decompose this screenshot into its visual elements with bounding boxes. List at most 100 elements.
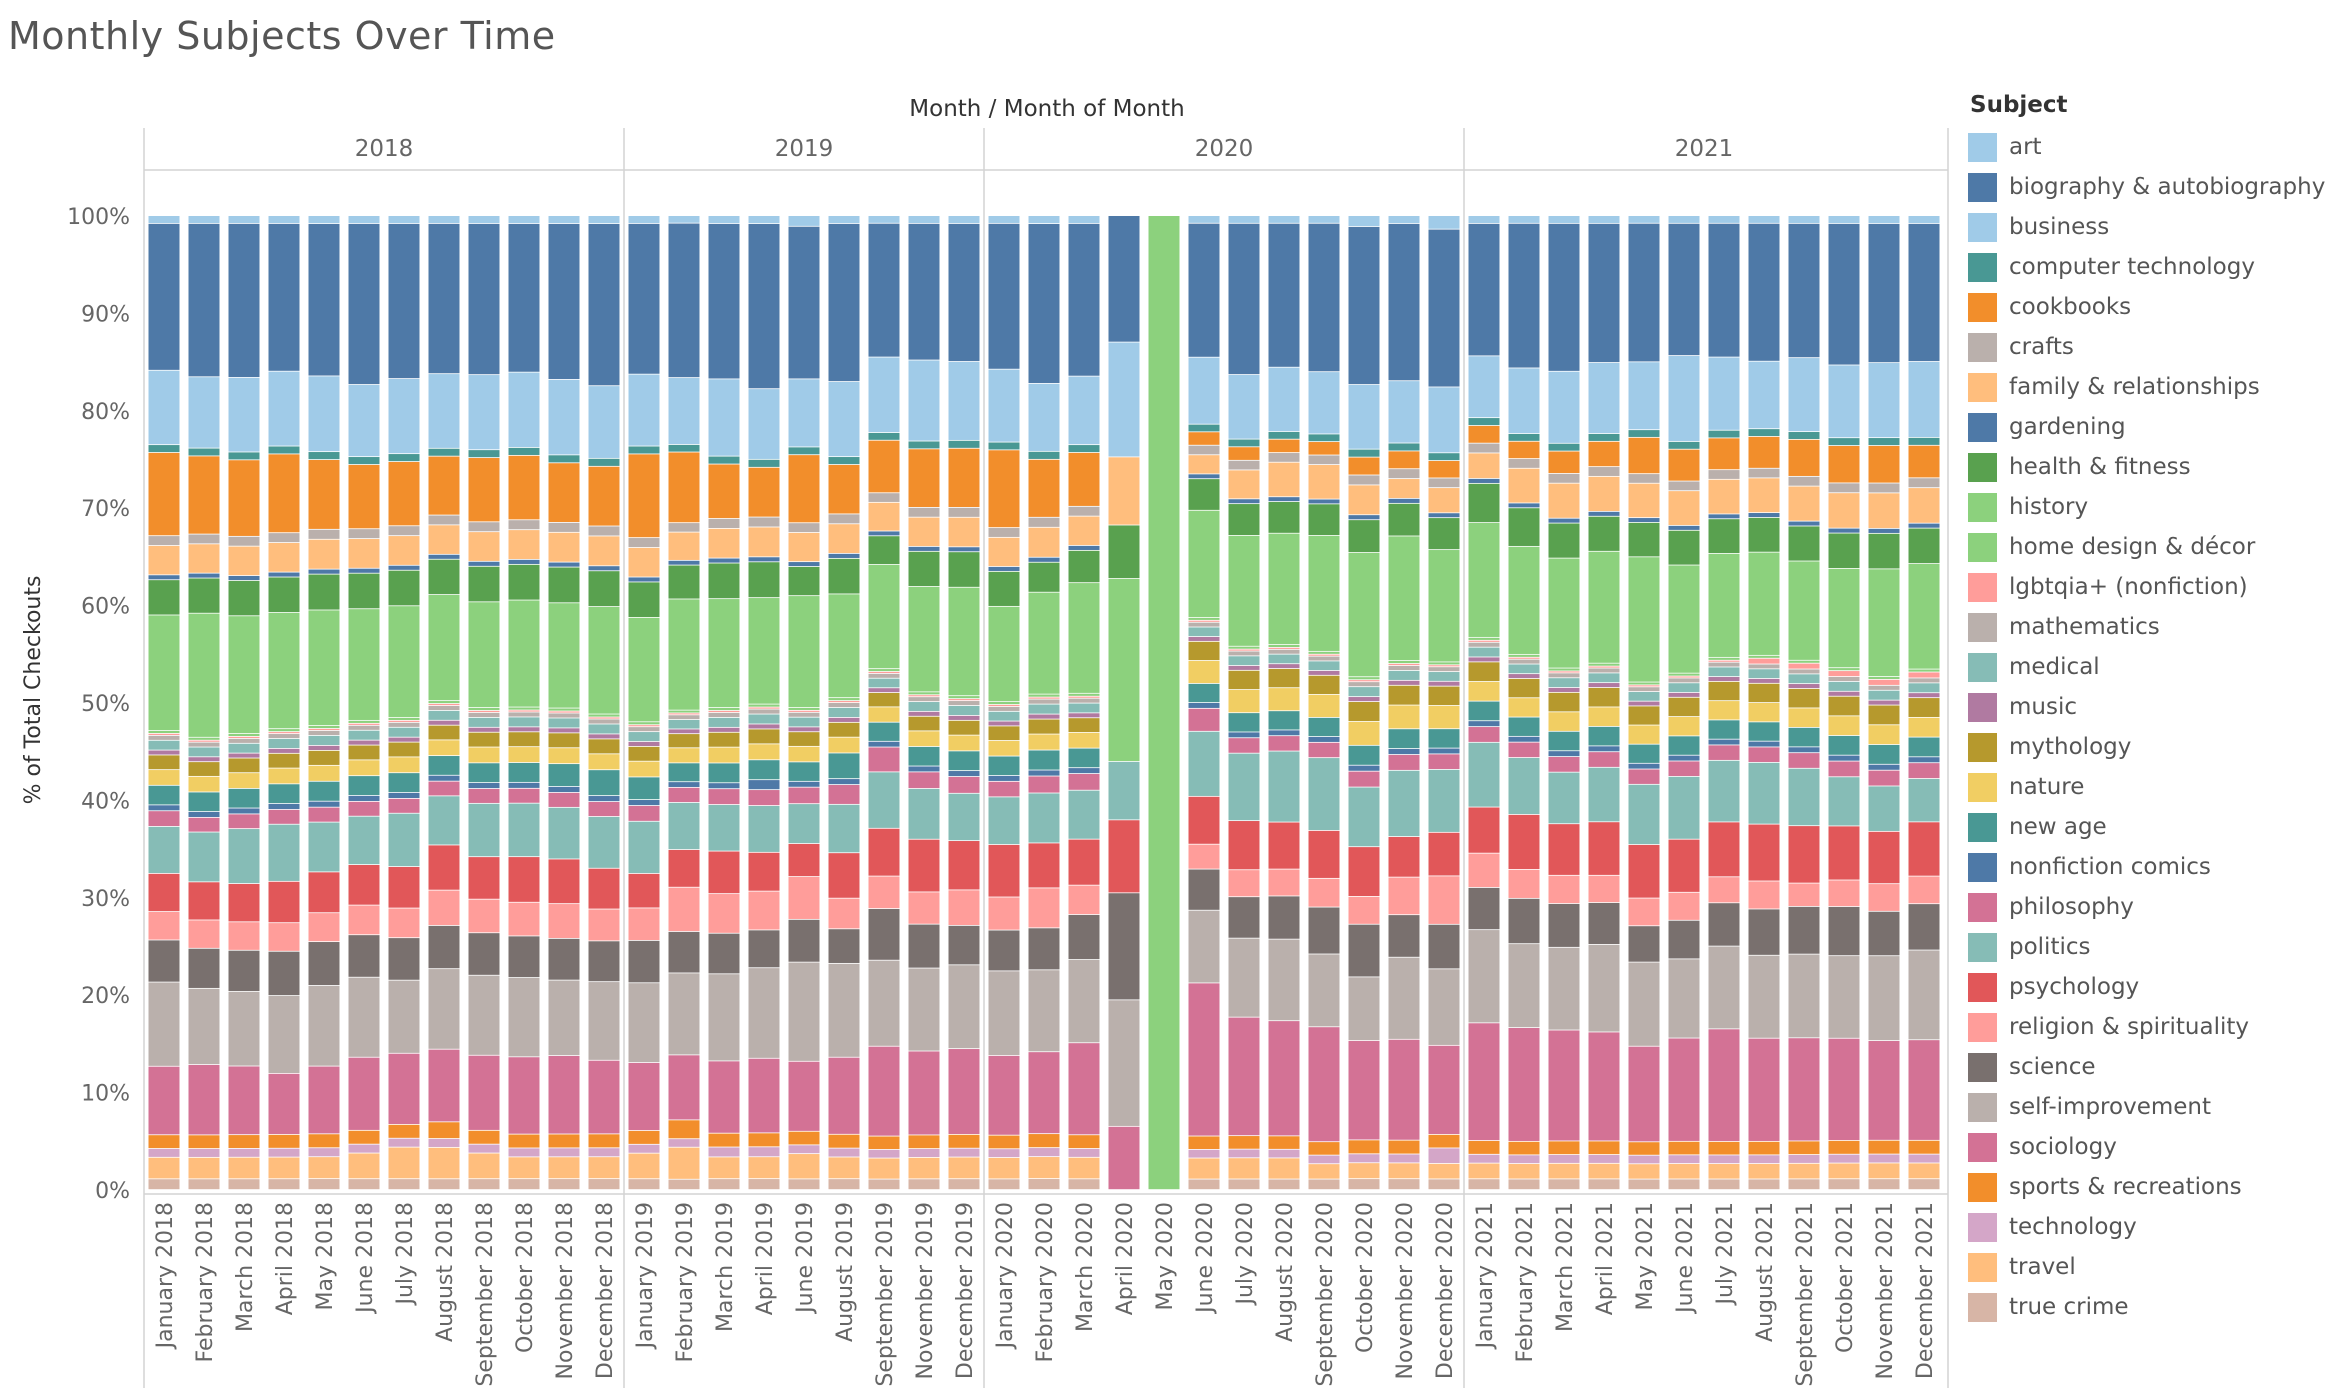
legend-item[interactable]: psychology	[1968, 967, 2322, 1007]
bar-segment	[308, 872, 340, 913]
bar-segment	[1628, 687, 1660, 692]
legend-item[interactable]: art	[1968, 127, 2322, 167]
legend-item[interactable]: home design & décor	[1968, 527, 2322, 567]
bar-segment	[428, 559, 460, 595]
chart-title: Monthly Subjects Over Time	[8, 14, 556, 58]
bar-segment	[468, 707, 500, 711]
bar-segment	[1788, 688, 1820, 708]
bar-segment	[708, 1133, 740, 1147]
x-tick-label: November 2018	[553, 1202, 578, 1379]
bar-segment	[828, 707, 860, 718]
legend-item[interactable]: cookbooks	[1968, 287, 2322, 327]
bar-segment	[988, 537, 1020, 567]
bar-segment	[1748, 1179, 1780, 1190]
bar-segment	[1628, 1046, 1660, 1142]
legend-item[interactable]: philosophy	[1968, 887, 2322, 927]
bar-segment	[1868, 956, 1900, 1041]
legend-item[interactable]: travel	[1968, 1247, 2322, 1287]
bar-segment	[428, 448, 460, 456]
legend-swatch	[1968, 692, 1997, 722]
legend-item[interactable]: health & fitness	[1968, 447, 2322, 487]
legend-item[interactable]: sports & recreations	[1968, 1167, 2322, 1207]
legend-label: biography & autobiography	[2009, 174, 2326, 200]
legend-item[interactable]: new age	[1968, 807, 2322, 847]
bar-segment	[1788, 708, 1820, 728]
bar-segment	[1788, 826, 1820, 883]
bar-segment	[1388, 836, 1420, 877]
bar-segment	[1828, 223, 1860, 365]
bar-segment	[468, 712, 500, 718]
bar-segment	[1228, 1149, 1260, 1158]
bar-segment	[1428, 460, 1460, 478]
bar-segment	[1268, 730, 1300, 736]
bar-segment	[508, 372, 540, 448]
bar-segment	[548, 455, 580, 463]
legend-item[interactable]: gardening	[1968, 407, 2322, 447]
legend-item[interactable]: music	[1968, 687, 2322, 727]
bar-segment	[1188, 357, 1220, 424]
x-tick-label: February 2019	[673, 1202, 698, 1362]
legend-item[interactable]: lgbtqia+ (nonfiction)	[1968, 567, 2322, 607]
bar-segment	[748, 930, 780, 968]
legend-item[interactable]: self-improvement	[1968, 1087, 2322, 1127]
legend-item[interactable]: technology	[1968, 1207, 2322, 1247]
legend-item[interactable]: religion & spirituality	[1968, 1007, 2322, 1047]
bar-segment	[1388, 443, 1420, 451]
bar-segment	[1668, 736, 1700, 755]
x-tick-label: September 2020	[1313, 1202, 1338, 1387]
legend-item[interactable]: mathematics	[1968, 607, 2322, 647]
legend-item[interactable]: medical	[1968, 647, 2322, 687]
bar-segment	[1028, 776, 1060, 793]
bar-segment	[1908, 757, 1940, 763]
bar-segment	[508, 727, 540, 732]
legend-swatch	[1968, 1012, 1997, 1042]
bar-segment	[1748, 741, 1780, 747]
bar-segment	[348, 865, 380, 905]
bar-segment	[868, 671, 900, 674]
bar-segment	[828, 1157, 860, 1179]
bar-segment	[1068, 773, 1100, 790]
legend-item[interactable]: nature	[1968, 767, 2322, 807]
legend-item[interactable]: history	[1968, 487, 2322, 527]
bar-segment	[1508, 503, 1540, 508]
bar-segment	[348, 816, 380, 865]
bar-segment	[908, 746, 940, 766]
bar-segment	[628, 821, 660, 874]
bar-segment	[388, 1053, 420, 1125]
bar-segment	[1668, 530, 1700, 565]
legend-item[interactable]: crafts	[1968, 327, 2322, 367]
bar-segment	[1188, 1149, 1220, 1158]
legend-item[interactable]: politics	[1968, 927, 2322, 967]
legend-item[interactable]: science	[1968, 1047, 2322, 1087]
bar-segment	[1508, 664, 1540, 674]
bar-segment	[1588, 516, 1620, 551]
legend-item[interactable]: true crime	[1968, 1287, 2322, 1327]
bar-segment	[1508, 678, 1540, 698]
legend-item[interactable]: sociology	[1968, 1127, 2322, 1167]
legend-item[interactable]: biography & autobiography	[1968, 167, 2326, 207]
bar-segment	[1188, 455, 1220, 474]
bar-segment	[1428, 387, 1460, 453]
bar-segment	[588, 739, 620, 754]
bar-segment	[1788, 663, 1820, 669]
bar-segment	[1708, 514, 1740, 519]
bar-segment	[868, 564, 900, 669]
bar-segment	[1508, 216, 1540, 223]
bar-segment	[1828, 777, 1860, 826]
legend-item[interactable]: business	[1968, 207, 2322, 247]
bar-segment	[1388, 754, 1420, 770]
bar-segment	[388, 737, 420, 742]
bar-segment	[388, 717, 420, 720]
legend-item[interactable]: computer technology	[1968, 247, 2322, 287]
legend-item[interactable]: family & relationships	[1968, 367, 2322, 407]
column-header: Month / Month of Month	[909, 96, 1184, 122]
bar-segment	[588, 714, 620, 717]
bar-segment	[1908, 488, 1940, 523]
legend-item[interactable]: mythology	[1968, 727, 2322, 767]
bar-segment	[1828, 668, 1860, 671]
legend-item[interactable]: nonfiction comics	[1968, 847, 2322, 887]
bar-segment	[148, 452, 180, 536]
bar-segment	[748, 724, 780, 729]
bar-segment	[388, 798, 420, 813]
bar-segment	[588, 754, 620, 770]
